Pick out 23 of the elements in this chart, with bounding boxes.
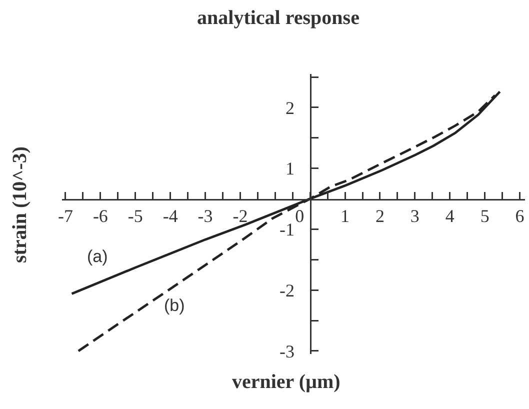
x-tick-label: -7 <box>58 206 73 226</box>
x-axis-title: vernier (µm) <box>232 371 340 393</box>
x-tick-label: -5 <box>128 206 143 226</box>
x-tick-label: -4 <box>162 206 178 226</box>
y-tick-label: -3 <box>280 341 294 362</box>
x-tick-label: 0 <box>295 206 304 226</box>
x-tick-label: -2 <box>232 206 248 226</box>
y-tick-label: -1 <box>280 220 294 240</box>
x-tick-label: 3 <box>410 206 420 226</box>
x-tick-label: -6 <box>92 206 108 226</box>
y-tick-label: 1 <box>286 158 294 179</box>
series-label: (a) <box>87 247 108 266</box>
chart-title: analytical response <box>197 7 360 29</box>
y-tick-label: -2 <box>280 280 294 300</box>
y-tick-label: 2 <box>286 98 294 118</box>
x-tick-label: -3 <box>198 206 213 226</box>
x-tick-label: 4 <box>445 206 454 226</box>
x-tick-label: 1 <box>340 206 350 226</box>
x-tick-label: 6 <box>515 206 524 226</box>
y-axis-title: strain (10^-3) <box>8 146 31 264</box>
x-tick-label: 2 <box>375 206 384 226</box>
x-tick-label: 5 <box>480 206 490 226</box>
series-label: (b) <box>164 296 185 315</box>
